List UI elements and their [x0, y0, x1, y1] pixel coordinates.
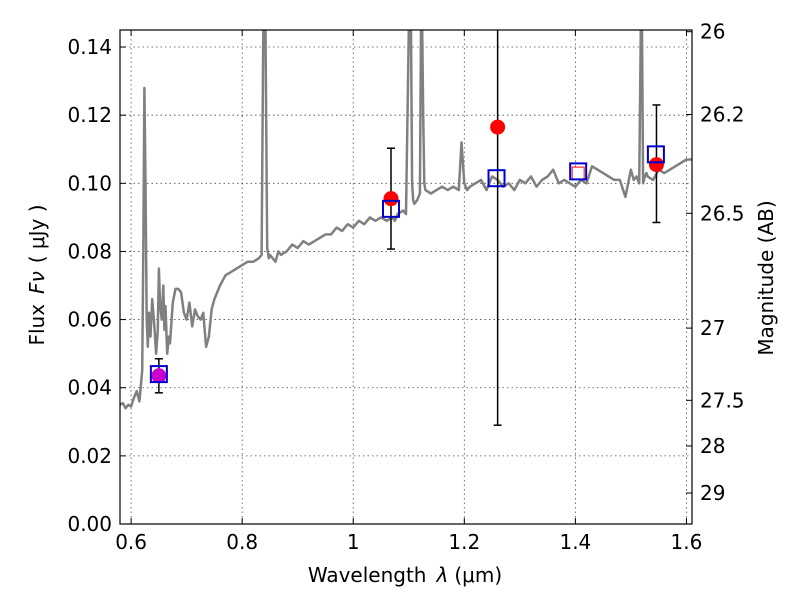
y-right-tick-label: 29	[700, 481, 725, 505]
x-tick-label: 1	[347, 530, 360, 554]
y-right-tick-label: 28	[700, 434, 725, 458]
y-tick-label: 0.12	[67, 103, 112, 127]
y-right-tick-label: 26.5	[700, 201, 745, 225]
y-right-tick-label: 27.5	[700, 388, 745, 412]
observed-point-marker	[648, 157, 664, 173]
y-axis-ticks: 0.00 0.02 0.04 0.06 0.08 0.10 0.12 0.14	[67, 35, 126, 536]
spectrum-line	[120, 30, 692, 410]
spectrum-series	[120, 30, 692, 410]
data-points	[149, 30, 665, 426]
plot-area	[120, 30, 692, 426]
plot-frame	[119, 29, 693, 525]
x-axis-ticks: 0.6 0.8 1 1.2 1.4 1.6	[115, 30, 702, 554]
blended-point-marker	[151, 368, 167, 384]
x-axis-label: Wavelength λ (μm)	[308, 563, 502, 587]
x-tick-label: 0.8	[226, 530, 258, 554]
y-tick-label: 0.14	[67, 35, 112, 59]
y-axis-label: FluxFν( μJy )	[25, 204, 49, 345]
y-tick-label: 0.06	[67, 308, 112, 332]
model-point-marker	[487, 169, 506, 188]
x-tick-label: 1.4	[559, 530, 591, 554]
model-point-marker	[149, 365, 168, 384]
grid	[120, 30, 692, 525]
y-right-axis-label: Magnitude (AB)	[754, 200, 778, 355]
model-point-marker	[569, 162, 588, 181]
observed-point-marker	[383, 191, 399, 207]
x-tick-label: 0.6	[115, 530, 147, 554]
x-tick-label: 1.2	[448, 530, 480, 554]
y-right-axis-ticks: 26 26.2 26.5 27 27.5 28 29	[686, 20, 745, 505]
model-point-marker	[382, 199, 401, 218]
y-tick-label: 0.00	[67, 512, 112, 536]
x-tick-label: 1.6	[671, 530, 703, 554]
model-point-marker	[646, 145, 665, 164]
y-tick-label: 0.10	[67, 171, 112, 195]
y-tick-label: 0.02	[67, 444, 112, 468]
observed-point-marker	[490, 119, 506, 135]
y-right-tick-label: 26.2	[700, 102, 745, 126]
y-right-tick-label: 27	[700, 316, 725, 340]
observed-point-marker-hollow	[571, 166, 585, 180]
y-right-tick-label: 26	[700, 20, 725, 44]
y-tick-label: 0.04	[67, 376, 112, 400]
y-tick-label: 0.08	[67, 239, 112, 263]
